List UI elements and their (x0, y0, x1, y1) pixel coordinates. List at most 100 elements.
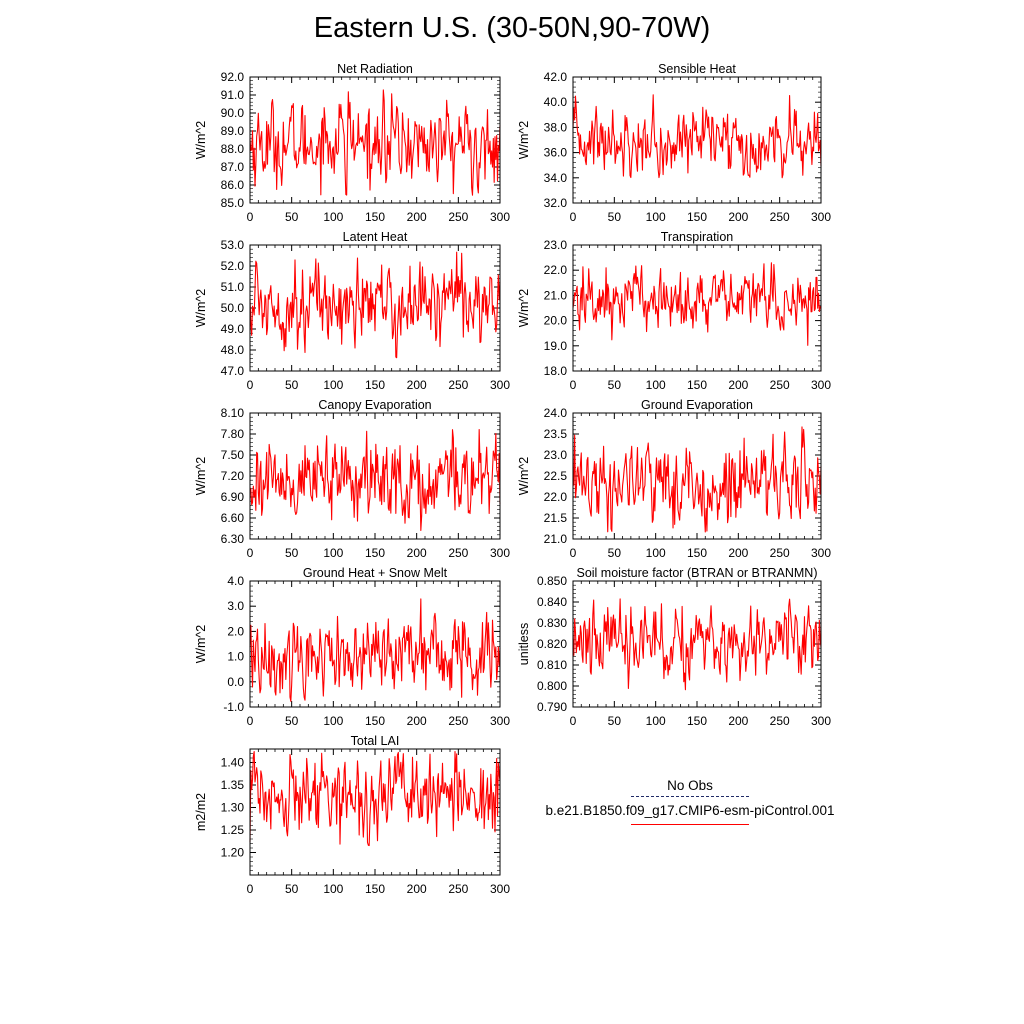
y-tick-label: 92.0 (221, 70, 245, 84)
x-tick-label: 100 (323, 378, 343, 392)
y-tick-label: 24.0 (544, 406, 568, 420)
y-tick-label: 0.800 (537, 679, 567, 693)
series-line (572, 598, 822, 691)
y-tick-label: 7.20 (221, 469, 245, 483)
x-tick-label: 250 (770, 378, 790, 392)
plot-frame (249, 412, 501, 540)
y-tick-label: 2.0 (227, 624, 244, 638)
y-tick-label: 53.0 (221, 238, 245, 252)
x-tick-label: 200 (728, 378, 748, 392)
y-tick-label: 6.90 (221, 490, 245, 504)
y-axis-label: W/m^2 (517, 121, 531, 160)
x-tick-label: 0 (247, 210, 254, 224)
series-line (572, 94, 822, 179)
plot-frame (572, 412, 822, 540)
x-tick-label: 0 (570, 714, 577, 728)
y-tick-label: 22.0 (544, 490, 568, 504)
panel-4: Transpiration W/m^2 0 50 100 150 200 250 300 18.0… (517, 230, 831, 392)
x-tick-label: 0 (570, 210, 577, 224)
panel-8: Soil moisture factor (BTRAN or BTRANMN) u… (517, 566, 831, 728)
x-tick-label: 50 (285, 210, 299, 224)
y-tick-label: 21.5 (544, 511, 568, 525)
x-tick-label: 100 (646, 546, 666, 560)
y-tick-label: 52.0 (221, 259, 245, 273)
y-tick-label: 50.0 (221, 301, 245, 315)
y-tick-label: 91.0 (221, 88, 245, 102)
x-tick-label: 300 (811, 714, 831, 728)
x-tick-label: 0 (247, 882, 254, 896)
y-tick-label: 42.0 (544, 70, 568, 84)
x-tick-label: 150 (687, 210, 707, 224)
y-tick-label: 1.35 (221, 778, 245, 792)
plot-frame (249, 76, 501, 204)
y-axis-label: W/m^2 (194, 121, 208, 160)
x-tick-label: 200 (407, 378, 427, 392)
legend-label-obs: No Obs (667, 778, 713, 793)
x-tick-label: 150 (365, 882, 385, 896)
y-tick-label: 34.0 (544, 171, 568, 185)
y-tick-label: 0.830 (537, 616, 567, 630)
x-tick-label: 50 (285, 546, 299, 560)
y-axis-label: W/m^2 (194, 289, 208, 328)
series-line (249, 429, 501, 532)
series-line (249, 251, 501, 359)
x-tick-label: 200 (407, 882, 427, 896)
x-tick-label: 0 (570, 546, 577, 560)
x-tick-label: 200 (728, 546, 748, 560)
legend-label-model: b.e21.B1850.f09_g17.CMIP6-esm-piControl.… (545, 803, 835, 818)
x-tick-label: 0 (247, 714, 254, 728)
y-tick-label: 32.0 (544, 196, 568, 210)
x-tick-label: 100 (323, 714, 343, 728)
x-tick-label: 250 (770, 714, 790, 728)
y-axis-label: W/m^2 (194, 625, 208, 664)
panel-6: Ground Evaporation W/m^2 0 50 100 150 200 250 30… (517, 398, 831, 560)
x-tick-label: 50 (608, 546, 622, 560)
y-axis-label: W/m^2 (194, 457, 208, 496)
x-tick-label: 250 (448, 882, 468, 896)
y-tick-label: 3.0 (227, 599, 244, 613)
x-tick-label: 200 (728, 714, 748, 728)
x-tick-label: 300 (811, 546, 831, 560)
x-tick-label: 100 (646, 714, 666, 728)
y-tick-label: 40.0 (544, 95, 568, 109)
y-tick-label: 23.0 (544, 238, 568, 252)
legend-line-obs (631, 796, 749, 797)
y-tick-label: 6.60 (221, 511, 245, 525)
panel-9: Total LAI m2/m2 0 50 100 150 200 250 300 1.20 1.25… (194, 734, 510, 896)
y-tick-label: 23.5 (544, 427, 568, 441)
y-tick-label: 22.5 (544, 469, 568, 483)
y-tick-label: 90.0 (221, 106, 245, 120)
plot-frame (572, 244, 822, 372)
x-tick-label: 0 (247, 546, 254, 560)
x-tick-label: 50 (285, 378, 299, 392)
x-tick-label: 300 (490, 882, 510, 896)
y-tick-label: 0.850 (537, 574, 567, 588)
y-tick-label: 1.20 (221, 846, 245, 860)
y-tick-label: 23.0 (544, 448, 568, 462)
x-tick-label: 50 (608, 210, 622, 224)
legend: No Obs b.e21.B1850.f09_g17.CMIP6-esm-piC… (530, 778, 850, 825)
y-tick-label: 89.0 (221, 124, 245, 138)
y-tick-label: 48.0 (221, 343, 245, 357)
x-tick-label: 0 (570, 378, 577, 392)
x-tick-label: 250 (448, 378, 468, 392)
panel-7: Ground Heat + Snow Melt W/m^2 0 50 100 150 200… (194, 566, 510, 728)
x-tick-label: 100 (323, 546, 343, 560)
y-axis-label: unitless (517, 623, 531, 665)
y-tick-label: 21.0 (544, 532, 568, 546)
x-tick-label: 150 (365, 714, 385, 728)
figure-title: Eastern U.S. (30-50N,90-70W) (313, 12, 711, 44)
x-tick-label: 150 (687, 546, 707, 560)
y-tick-label: 1.40 (221, 756, 245, 770)
y-tick-label: 0.840 (537, 595, 567, 609)
legend-line-model (631, 824, 749, 825)
x-tick-label: 300 (811, 378, 831, 392)
x-tick-label: 150 (365, 546, 385, 560)
panel-title: Sensible Heat (658, 62, 736, 76)
y-tick-label: 8.10 (221, 406, 245, 420)
y-tick-label: 0.0 (227, 675, 244, 689)
y-tick-label: 87.0 (221, 160, 245, 174)
panel-title: Ground Evaporation (641, 398, 753, 412)
x-tick-label: 300 (490, 714, 510, 728)
